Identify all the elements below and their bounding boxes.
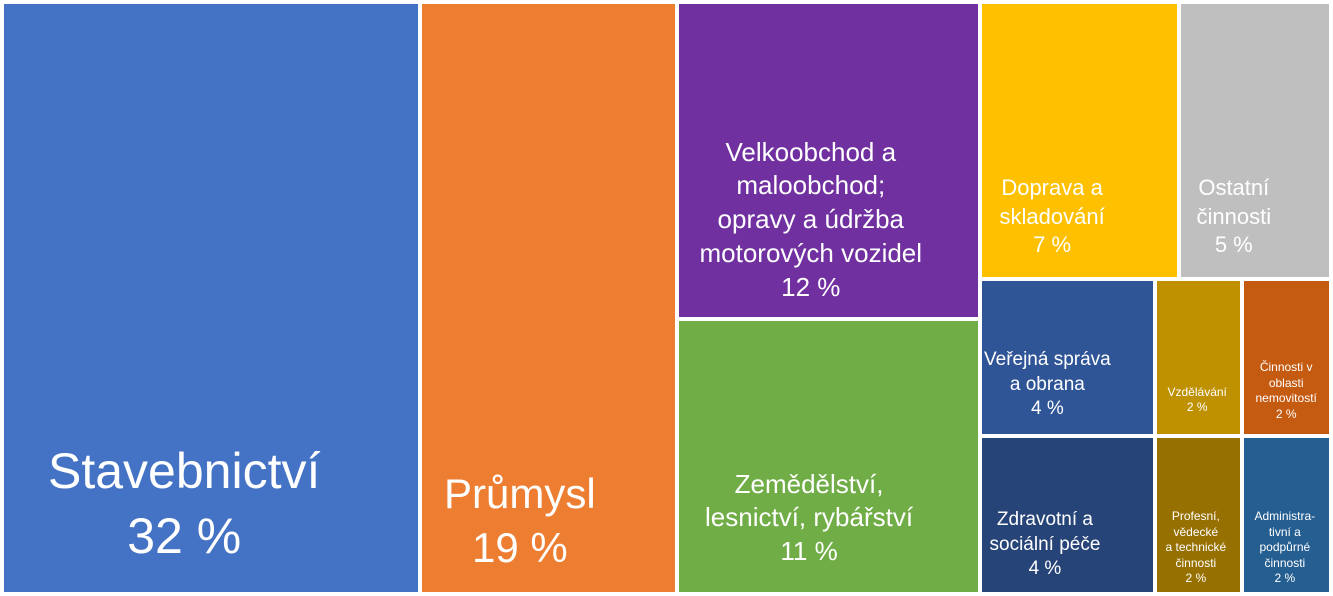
tile-text: Doprava a skladování 7 %: [1000, 174, 1105, 260]
tile-value-label: 2 %: [1168, 400, 1227, 416]
tile-text: Ostatní činnosti 5 %: [1197, 174, 1272, 260]
treemap-tile-velkoobchod: Velkoobchod a maloobchod; opravy a údržb…: [679, 4, 978, 317]
treemap-tile-vzdelavani: Vzdělávání 2 %: [1157, 281, 1240, 434]
tile-value-label: 32 %: [48, 504, 320, 569]
tile-value-label: 2 %: [1255, 571, 1316, 587]
tile-value-label: 12 %: [700, 271, 923, 305]
tile-text: Velkoobchod a maloobchod; opravy a údržb…: [700, 136, 923, 305]
tile-label: Veřejná správa a obrana: [984, 349, 1111, 395]
treemap-tile-zemedelstvi: Zemědělství, lesnictví, rybářství 11 %: [679, 321, 978, 592]
treemap-tile-zdravotni: Zdravotní a sociální péče 4 %: [982, 438, 1153, 592]
tile-label: Administra- tivní a podpůrné činnosti: [1255, 509, 1316, 570]
tile-text: Administra- tivní a podpůrné činnosti 2 …: [1255, 509, 1316, 587]
tile-label: Průmysl: [444, 470, 596, 517]
tile-text: Profesní, vědecké a technické činnosti 2…: [1166, 509, 1227, 587]
treemap-tile-stavebnictvi: Stavebnictví 32 %: [4, 4, 418, 592]
tile-text: Průmysl 19 %: [444, 467, 596, 576]
tile-text: Vzdělávání 2 %: [1168, 385, 1227, 416]
tile-value-label: 4 %: [984, 397, 1111, 422]
tile-text: Činnosti v oblasti nemovitostí 2 %: [1256, 360, 1317, 422]
tile-label: Zemědělství, lesnictví, rybářství: [705, 469, 913, 533]
tile-text: Zdravotní a sociální péče 4 %: [990, 508, 1101, 582]
treemap-tile-ostatni: Ostatní činnosti 5 %: [1181, 4, 1329, 277]
treemap-tile-verejna-sprava: Veřejná správa a obrana 4 %: [982, 281, 1153, 434]
tile-label: Zdravotní a sociální péče: [990, 509, 1101, 555]
tile-value-label: 5 %: [1197, 231, 1272, 260]
tile-value-label: 2 %: [1166, 571, 1227, 587]
tile-label: Ostatní činnosti: [1197, 175, 1272, 229]
treemap-tile-nemovitosti: Činnosti v oblasti nemovitostí 2 %: [1244, 281, 1329, 434]
tile-value-label: 11 %: [705, 535, 913, 569]
tile-text: Veřejná správa a obrana 4 %: [984, 348, 1111, 422]
treemap-tile-prumysl: Průmysl 19 %: [422, 4, 675, 592]
tile-label: Činnosti v oblasti nemovitostí: [1256, 360, 1317, 405]
treemap-tile-doprava: Doprava a skladování 7 %: [982, 4, 1177, 277]
tile-text: Stavebnictví 32 %: [48, 439, 320, 569]
treemap-tile-administrativni: Administra- tivní a podpůrné činnosti 2 …: [1244, 438, 1329, 592]
tile-label: Vzdělávání: [1168, 385, 1227, 399]
tile-text: Zemědělství, lesnictví, rybářství 11 %: [705, 468, 913, 569]
tile-label: Doprava a skladování: [1000, 175, 1105, 229]
tile-label: Profesní, vědecké a technické činnosti: [1166, 509, 1227, 570]
tile-label: Velkoobchod a maloobchod; opravy a údržb…: [700, 137, 923, 268]
tile-value-label: 7 %: [1000, 231, 1105, 260]
tile-value-label: 19 %: [444, 521, 596, 576]
tile-label: Stavebnictví: [48, 443, 320, 499]
tile-value-label: 2 %: [1256, 407, 1317, 423]
treemap-tile-profesni: Profesní, vědecké a technické činnosti 2…: [1157, 438, 1240, 592]
tile-value-label: 4 %: [990, 557, 1101, 582]
